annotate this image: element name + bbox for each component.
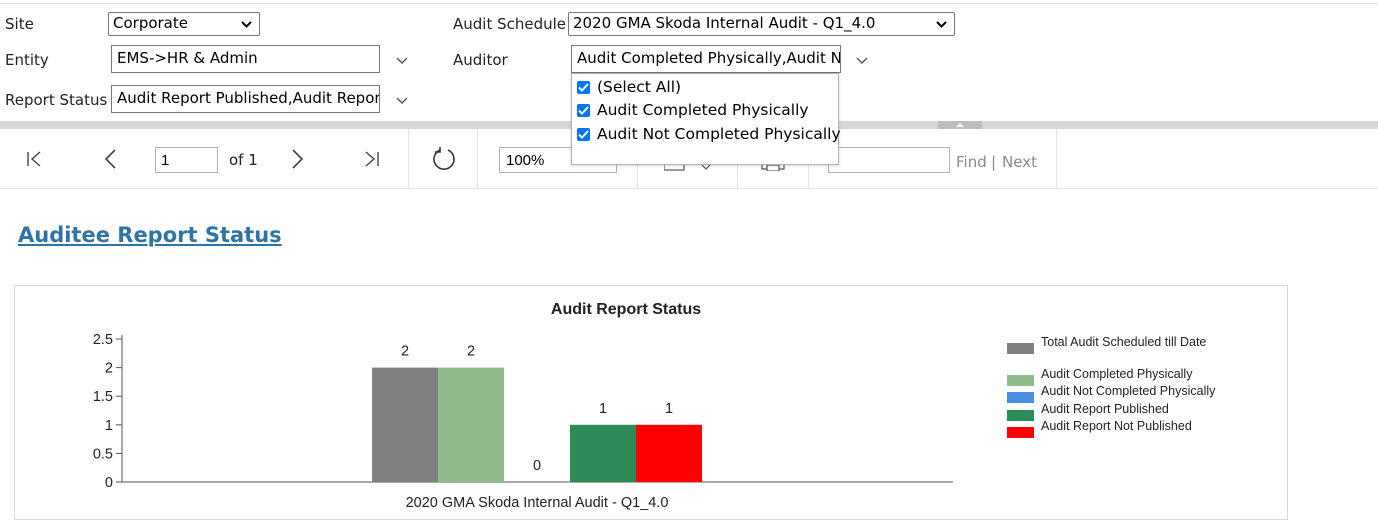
first-page-icon[interactable] — [25, 150, 43, 168]
refresh-icon[interactable] — [431, 146, 457, 172]
y-tick-label: 1.5 — [93, 389, 113, 405]
next-page-icon[interactable] — [289, 148, 307, 170]
find-button[interactable]: Find — [956, 153, 987, 171]
chevron-down-icon — [936, 21, 947, 28]
export-icon[interactable] — [664, 163, 714, 171]
entity-label: Entity — [5, 51, 49, 69]
audit-schedule-select[interactable]: 2020 GMA Skoda Internal Audit - Q1_4.0 — [568, 12, 955, 36]
auditor-option-not-completed[interactable]: Audit Not Completed Physically — [577, 123, 841, 145]
y-tick-label: 0 — [105, 475, 113, 491]
site-select[interactable]: Corporate — [108, 12, 260, 36]
data-label: 1 — [599, 401, 607, 417]
option-label: Audit Not Completed Physically — [597, 125, 841, 143]
site-label: Site — [5, 15, 34, 33]
chart-container: Audit Report Status 0 0.5 1 1.5 2 2.5 2 2 0 1 1 2020… — [14, 285, 1288, 520]
chevron-down-icon — [241, 21, 252, 28]
checkbox-checked-icon[interactable] — [577, 103, 590, 117]
find-separator: | — [991, 153, 997, 171]
auditor-option-select-all[interactable]: (Select All) — [577, 76, 681, 98]
legend-swatch — [1007, 392, 1034, 403]
option-label: Audit Completed Physically — [597, 101, 809, 119]
chart-title: Audit Report Status — [551, 301, 701, 318]
bar — [636, 424, 702, 482]
collapse-parameters-handle[interactable] — [938, 121, 982, 129]
checkbox-checked-icon[interactable] — [577, 80, 590, 94]
legend-entry: Total Audit Scheduled till Date — [1041, 335, 1207, 349]
page-count-label: of 1 — [229, 151, 258, 169]
legend-swatch — [1007, 410, 1034, 421]
legend-entry: Audit Report Not Published — [1041, 419, 1192, 433]
report-status-field[interactable]: Audit Report Published,Audit Report Not … — [111, 85, 380, 113]
audit-schedule-select-value: 2020 GMA Skoda Internal Audit - Q1_4.0 — [573, 14, 876, 32]
report-status-chevron-down-icon[interactable] — [395, 96, 409, 106]
data-label: 2 — [401, 344, 409, 360]
toolbar-separator — [1056, 129, 1057, 188]
top-border — [0, 3, 1378, 4]
option-label: (Select All) — [597, 78, 682, 96]
checkbox-checked-icon[interactable] — [577, 127, 590, 141]
entity-chevron-down-icon[interactable] — [395, 56, 409, 66]
bar — [438, 367, 504, 482]
x-category-label: 2020 GMA Skoda Internal Audit - Q1_4.0 — [406, 495, 669, 511]
previous-page-icon[interactable] — [101, 148, 119, 170]
legend-swatch — [1007, 427, 1034, 438]
bar — [372, 367, 438, 482]
bar — [570, 424, 636, 482]
auditor-option-completed[interactable]: Audit Completed Physically — [577, 99, 809, 121]
print-icon[interactable] — [761, 163, 785, 171]
toolbar-separator — [477, 129, 478, 188]
data-label: 0 — [533, 458, 541, 474]
y-tick-label: 2 — [105, 361, 113, 377]
collapse-arrow-icon — [956, 123, 964, 127]
legend-swatch — [1007, 375, 1034, 386]
y-tick-label: 1 — [105, 418, 113, 434]
report-status-label: Report Status — [5, 91, 108, 109]
legend-swatch — [1007, 343, 1034, 354]
toolbar-separator — [408, 129, 409, 188]
find-next-button[interactable]: Next — [1002, 153, 1037, 171]
legend-entry: Audit Report Published — [1041, 402, 1169, 416]
y-tick-label: 0.5 — [93, 446, 113, 462]
auditor-dropdown-list: (Select All) Audit Completed Physically … — [571, 73, 841, 165]
data-label: 1 — [665, 401, 673, 417]
auditor-field[interactable]: Audit Completed Physically,Audit Not Com… — [571, 45, 841, 73]
page-number-input[interactable] — [155, 147, 218, 173]
y-tick-label: 2.5 — [93, 332, 113, 348]
last-page-icon[interactable] — [363, 150, 381, 168]
site-select-value: Corporate — [113, 14, 188, 32]
report-title-link[interactable]: Auditee Report Status — [18, 223, 282, 247]
audit-report-status-chart: Audit Report Status 0 0.5 1 1.5 2 2.5 2 2 0 1 1 2020… — [93, 301, 953, 511]
legend-entry: Audit Completed Physically — [1041, 367, 1193, 381]
legend-entry: Audit Not Completed Physically — [1041, 384, 1216, 398]
data-label: 2 — [467, 344, 475, 360]
auditor-label: Auditor — [453, 51, 508, 69]
find-input[interactable] — [828, 147, 950, 173]
report-toolbar — [0, 129, 1378, 189]
entity-field[interactable]: EMS->HR & Admin — [111, 45, 380, 73]
auditor-chevron-down-icon[interactable] — [855, 56, 869, 66]
audit-schedule-label: Audit Schedule — [453, 15, 567, 33]
